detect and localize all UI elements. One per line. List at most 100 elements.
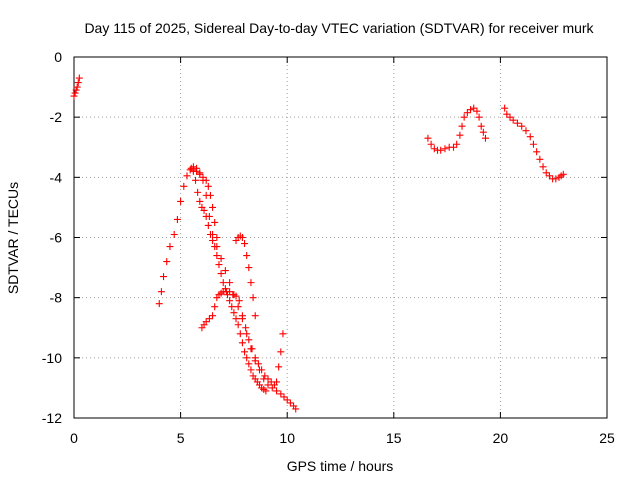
data-point (463, 109, 471, 117)
data-point (166, 243, 174, 251)
series-arc-a (70, 74, 83, 100)
data-point (273, 378, 281, 386)
data-point (280, 393, 288, 401)
x-tick-label: 10 (279, 430, 295, 446)
data-point (217, 255, 225, 263)
data-point (254, 360, 262, 368)
x-tick-label: 25 (599, 430, 615, 446)
data-point (177, 197, 185, 205)
data-point (545, 172, 553, 180)
data-point (279, 330, 287, 338)
data-point (533, 148, 541, 156)
data-point (213, 252, 221, 260)
data-point (217, 270, 225, 278)
series-arc-f (232, 232, 259, 320)
data-point (292, 405, 300, 413)
data-point (277, 390, 285, 398)
data-point (206, 191, 214, 199)
data-point (72, 86, 80, 94)
data-point (249, 294, 257, 302)
data-point (170, 230, 178, 238)
series-arc-g (424, 104, 489, 154)
data-point (513, 119, 521, 127)
data-point (204, 221, 212, 229)
data-point (522, 127, 530, 135)
data-point (215, 261, 223, 269)
tick-layer: 0 5 10 15 20 25 0 -2 -4 -6 -8 -10 -12 (42, 49, 615, 446)
x-tick-label: 0 (70, 430, 78, 446)
series-arc-b (155, 163, 300, 413)
data-point (243, 252, 251, 260)
data-point (211, 243, 219, 251)
data-point (243, 354, 251, 362)
data-point (209, 237, 217, 245)
data-point (235, 297, 243, 305)
data-point (243, 330, 251, 338)
x-tick-label: 20 (493, 430, 509, 446)
data-point (430, 145, 438, 153)
data-point (219, 279, 227, 287)
data-point (160, 273, 168, 281)
data-point (205, 315, 213, 323)
data-point (453, 140, 461, 148)
data-point (241, 348, 249, 356)
y-axis-label: SDTVAR / TECUs (5, 182, 21, 294)
data-point (74, 79, 82, 87)
data-point (275, 363, 283, 371)
data-point (221, 267, 229, 275)
data-point (194, 188, 202, 196)
data-point (509, 116, 517, 124)
data-point (163, 258, 171, 266)
series-arc-d (189, 166, 221, 241)
data-point (503, 110, 511, 118)
data-point (518, 122, 526, 130)
data-point (196, 197, 204, 205)
data-point (245, 336, 253, 344)
data-point (180, 182, 188, 190)
data-point (236, 330, 244, 338)
data-point (427, 140, 435, 148)
data-point (230, 309, 238, 317)
data-point (192, 176, 200, 184)
data-point (228, 303, 236, 311)
y-tick-label: -10 (42, 350, 62, 366)
data-point (424, 134, 432, 142)
data-point (479, 128, 487, 136)
data-point (251, 312, 259, 320)
series-arc-c (187, 164, 270, 395)
data-point (238, 339, 246, 347)
y-tick-label: -4 (50, 169, 63, 185)
data-point (264, 375, 272, 383)
data-point (449, 143, 457, 151)
data-point (506, 113, 514, 121)
data-point (261, 372, 269, 380)
data-point (258, 366, 266, 374)
series-arc-e (198, 288, 287, 389)
data-point (470, 104, 478, 112)
data-point (238, 234, 246, 241)
data-point (241, 240, 249, 248)
data-point (211, 218, 219, 226)
data-point (501, 104, 509, 112)
data-point (234, 321, 242, 329)
data-point (475, 113, 483, 121)
data-point (441, 145, 449, 153)
chart-title: Day 115 of 2025, Sidereal Day-to-day VTE… (84, 20, 594, 36)
data-point (75, 74, 83, 82)
data-point (196, 170, 204, 178)
data-point (202, 212, 210, 220)
data-point (262, 387, 270, 395)
data-point (245, 360, 253, 368)
series-arc-h (501, 104, 567, 183)
data-point (542, 169, 550, 177)
data-point (526, 133, 534, 141)
data-point (283, 396, 291, 404)
data-point (273, 387, 281, 395)
data-point (247, 279, 255, 287)
data-point (460, 113, 468, 121)
data-points (70, 74, 567, 413)
data-point (211, 303, 219, 311)
grid-layer (74, 57, 607, 418)
data-point (437, 146, 445, 154)
data-point (232, 292, 240, 300)
